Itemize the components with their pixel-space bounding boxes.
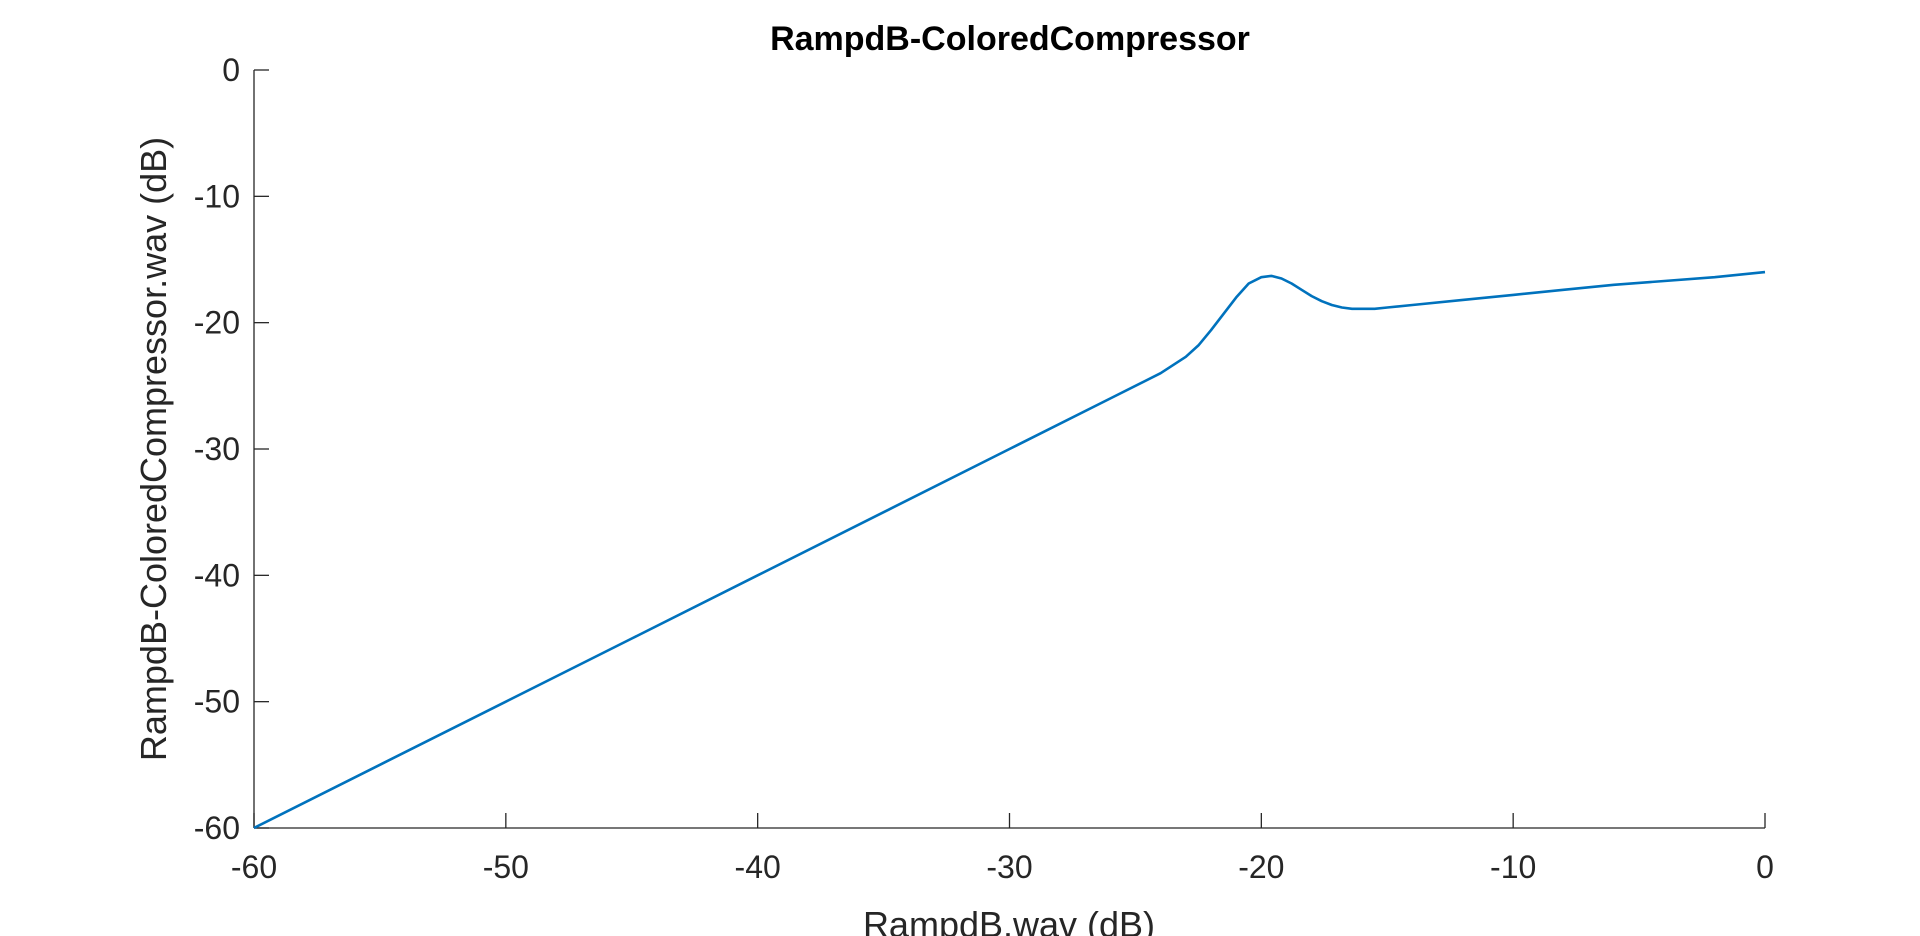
x-tick-label: 0 [1756,849,1774,885]
series-group [253,270,1766,830]
chart-title: RampdB-ColoredCompressor [770,20,1250,58]
y-tick-label: -40 [194,557,240,593]
y-tick-label: -50 [194,684,240,720]
x-tick-label: -20 [1238,849,1284,885]
y-axis-ticks: -60 -50 -40 -30 -20 -10 0 [194,52,269,846]
y-tick-label: -30 [194,431,240,467]
y-tick-label: 0 [222,52,240,88]
x-axis-ticks: -60 -50 -40 -30 -20 -10 0 [231,813,1774,885]
x-tick-label: -10 [1490,849,1536,885]
y-tick-label: -20 [194,305,240,341]
x-tick-label: -30 [986,849,1032,885]
x-axis-label: RampdB.wav (dB) [863,904,1155,936]
x-tick-label: -50 [483,849,529,885]
x-tick-label: -60 [231,849,277,885]
y-tick-label: -60 [194,810,240,846]
x-tick-label: -40 [735,849,781,885]
y-axis-label: RampdB-ColoredCompressor.wav (dB) [133,137,174,761]
series-line [253,270,1766,830]
y-tick-label: -10 [194,178,240,214]
